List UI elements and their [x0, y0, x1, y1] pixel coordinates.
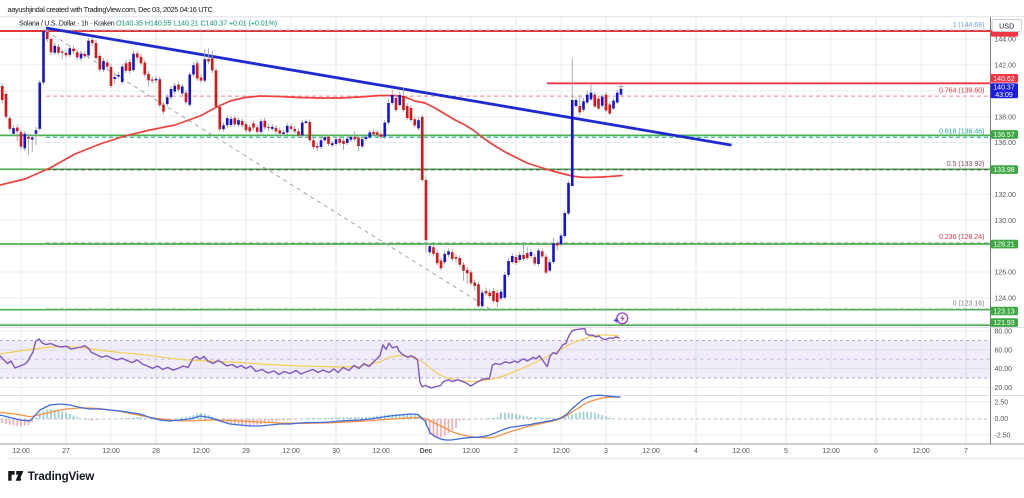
svg-text:4: 4	[694, 448, 698, 455]
svg-text:0 (123.16): 0 (123.16)	[953, 301, 985, 308]
svg-text:144.00: 144.00	[995, 37, 1017, 44]
svg-text:140.37: 140.37	[993, 85, 1015, 92]
svg-text:12:00: 12:00	[372, 448, 390, 455]
svg-text:123.13: 123.13	[993, 309, 1015, 316]
svg-text:0.764 (139.60): 0.764 (139.60)	[939, 88, 985, 95]
svg-text:12:00: 12:00	[642, 448, 660, 455]
svg-text:80.00: 80.00	[995, 329, 1013, 336]
svg-text:27: 27	[62, 448, 70, 455]
svg-text:2: 2	[514, 448, 518, 455]
svg-text:43:09: 43:09	[995, 92, 1013, 99]
svg-text:132.00: 132.00	[995, 192, 1017, 199]
svg-text:12:00: 12:00	[552, 448, 570, 455]
svg-text:12:00: 12:00	[192, 448, 210, 455]
svg-text:USD: USD	[999, 22, 1014, 31]
svg-text:12:00: 12:00	[282, 448, 300, 455]
svg-text:6: 6	[874, 448, 878, 455]
svg-text:TradingView: TradingView	[28, 470, 96, 483]
svg-text:126.00: 126.00	[995, 270, 1017, 277]
svg-text:12:00: 12:00	[732, 448, 750, 455]
svg-text:28: 28	[152, 448, 160, 455]
svg-text:3: 3	[604, 448, 608, 455]
svg-text:128.21: 128.21	[993, 242, 1015, 249]
svg-text:40.00: 40.00	[995, 366, 1013, 373]
svg-text:-2.50: -2.50	[995, 432, 1011, 439]
svg-text:Solana / U.S. Dollar · 1h · Kr: Solana / U.S. Dollar · 1h · Kraken	[19, 21, 115, 28]
svg-text:140.62: 140.62	[993, 76, 1015, 83]
svg-text:12:00: 12:00	[12, 448, 30, 455]
svg-text:124.00: 124.00	[995, 296, 1017, 303]
svg-text:5: 5	[784, 448, 788, 455]
svg-text:1 (144.68): 1 (144.68)	[953, 22, 985, 29]
svg-text:0.236 (128.24): 0.236 (128.24)	[939, 234, 985, 241]
svg-text:0.00: 0.00	[995, 416, 1009, 423]
svg-text:136.57: 136.57	[993, 132, 1015, 139]
svg-text:133.98: 133.98	[993, 167, 1015, 174]
svg-text:O140.35 H140.55 L140.21 C140.3: O140.35 H140.55 L140.21 C140.37 +0.01 (+…	[116, 19, 277, 28]
svg-text:60.00: 60.00	[995, 348, 1013, 355]
svg-text:12:00: 12:00	[102, 448, 120, 455]
svg-text:142.00: 142.00	[995, 63, 1017, 70]
svg-text:7: 7	[964, 448, 968, 455]
svg-text:2.50: 2.50	[995, 399, 1009, 406]
svg-text:aayushjindal created with Trad: aayushjindal created with TradingView.co…	[8, 5, 214, 14]
svg-text:12:00: 12:00	[462, 448, 480, 455]
svg-text:121.93: 121.93	[993, 320, 1015, 327]
svg-text:0.5 (133.92): 0.5 (133.92)	[947, 161, 985, 168]
svg-text:12:00: 12:00	[822, 448, 840, 455]
svg-text:138.00: 138.00	[995, 114, 1017, 121]
svg-text:136.00: 136.00	[995, 140, 1017, 147]
svg-text:Dec: Dec	[420, 448, 433, 455]
svg-text:30: 30	[332, 448, 340, 455]
svg-text:12:00: 12:00	[912, 448, 930, 455]
svg-text:29: 29	[242, 448, 250, 455]
svg-text:20.00: 20.00	[995, 385, 1013, 392]
svg-text:130.00: 130.00	[995, 218, 1017, 225]
svg-text:0.618 (136.46): 0.618 (136.46)	[939, 129, 985, 136]
